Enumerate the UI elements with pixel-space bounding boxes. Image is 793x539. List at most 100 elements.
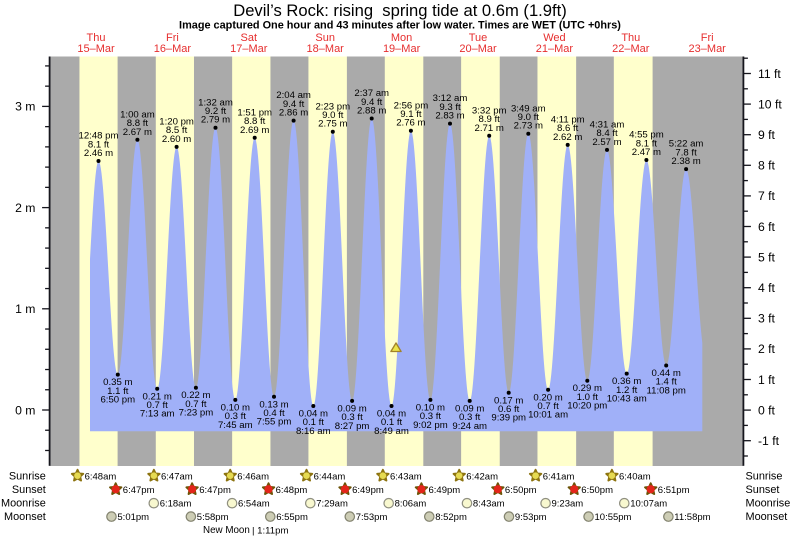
svg-text:Sunset: Sunset: [746, 484, 780, 496]
svg-text:19–Mar: 19–Mar: [383, 43, 421, 55]
svg-text:1.4 ft: 1.4 ft: [656, 377, 678, 388]
svg-text:2:23 pm: 2:23 pm: [315, 101, 350, 112]
svg-text:2 m: 2 m: [15, 201, 35, 215]
svg-text:0.4 ft: 0.4 ft: [263, 408, 285, 419]
svg-text:4:31 am: 4:31 am: [590, 120, 625, 131]
svg-text:9.0 ft: 9.0 ft: [322, 110, 344, 121]
svg-text:10:55pm: 10:55pm: [595, 512, 632, 523]
svg-text:2.76 m: 2.76 m: [396, 118, 425, 129]
svg-text:0.09 m: 0.09 m: [337, 403, 366, 414]
svg-text:6:44am: 6:44am: [314, 472, 346, 483]
svg-text:9:53pm: 9:53pm: [515, 512, 547, 523]
svg-text:6:46am: 6:46am: [237, 472, 269, 483]
svg-text:9:39 pm: 9:39 pm: [491, 413, 526, 424]
svg-text:Sunrise: Sunrise: [746, 471, 783, 483]
svg-text:6:40am: 6:40am: [619, 472, 651, 483]
svg-text:1.2 ft: 1.2 ft: [616, 385, 638, 396]
svg-text:2.71 m: 2.71 m: [475, 123, 504, 134]
svg-text:9:02 pm: 9:02 pm: [413, 420, 448, 431]
svg-text:2.69 m: 2.69 m: [240, 125, 269, 136]
svg-text:15–Mar: 15–Mar: [77, 43, 115, 55]
svg-text:6 ft: 6 ft: [758, 220, 776, 234]
svg-text:| 1:11pm: | 1:11pm: [252, 526, 288, 537]
svg-text:10:20 pm: 10:20 pm: [567, 401, 607, 412]
svg-text:5:22 am: 5:22 am: [669, 139, 704, 150]
svg-text:8:16 am: 8:16 am: [296, 426, 331, 437]
svg-text:Moonset: Moonset: [4, 511, 46, 523]
svg-text:2.86 m: 2.86 m: [279, 108, 308, 119]
svg-text:New Moon: New Moon: [203, 525, 250, 536]
svg-text:9.1 ft: 9.1 ft: [400, 109, 422, 120]
svg-text:7:29am: 7:29am: [316, 499, 348, 510]
svg-text:2:04 am: 2:04 am: [276, 90, 311, 101]
svg-text:0.09 m: 0.09 m: [455, 403, 484, 414]
svg-text:Sunrise: Sunrise: [9, 471, 46, 483]
svg-text:2.83 m: 2.83 m: [435, 111, 464, 122]
svg-text:9:24 am: 9:24 am: [452, 421, 487, 432]
svg-text:8:52pm: 8:52pm: [435, 512, 467, 523]
svg-text:8:06am: 8:06am: [395, 499, 427, 510]
svg-text:2.73 m: 2.73 m: [514, 121, 543, 132]
svg-text:3 ft: 3 ft: [758, 312, 776, 326]
svg-text:2.62 m: 2.62 m: [553, 132, 582, 143]
svg-text:0.1 ft: 0.1 ft: [303, 417, 325, 428]
svg-text:1:00 am: 1:00 am: [120, 109, 155, 120]
svg-text:5:01pm: 5:01pm: [117, 512, 149, 523]
svg-text:7:53pm: 7:53pm: [356, 512, 388, 523]
svg-text:0.3 ft: 0.3 ft: [341, 412, 363, 423]
svg-text:8:27 pm: 8:27 pm: [335, 421, 370, 432]
svg-text:6:49pm: 6:49pm: [352, 485, 384, 496]
svg-text:4:55 pm: 4:55 pm: [629, 130, 664, 141]
svg-text:0.20 m: 0.20 m: [533, 392, 562, 403]
svg-text:Sunset: Sunset: [12, 484, 46, 496]
svg-text:0.35 m: 0.35 m: [103, 377, 132, 388]
svg-text:6:47pm: 6:47pm: [199, 485, 231, 496]
svg-text:1 m: 1 m: [15, 302, 35, 316]
svg-text:Sat: Sat: [241, 32, 258, 44]
svg-text:Moonrise: Moonrise: [1, 498, 46, 510]
svg-text:1.1 ft: 1.1 ft: [107, 386, 129, 397]
svg-text:6:41am: 6:41am: [543, 472, 575, 483]
svg-text:22–Mar: 22–Mar: [612, 43, 650, 55]
svg-text:Sun: Sun: [315, 32, 335, 44]
svg-text:1:32 am: 1:32 am: [198, 97, 233, 108]
svg-text:0.3 ft: 0.3 ft: [420, 411, 442, 422]
svg-text:Fri: Fri: [166, 32, 179, 44]
svg-text:6:43am: 6:43am: [390, 472, 422, 483]
svg-text:8.1 ft: 8.1 ft: [88, 139, 110, 150]
svg-text:21–Mar: 21–Mar: [536, 43, 574, 55]
svg-text:0.7 ft: 0.7 ft: [537, 401, 559, 412]
svg-text:4 ft: 4 ft: [758, 281, 776, 295]
svg-text:Wed: Wed: [543, 32, 565, 44]
svg-text:Devil’s Rock: rising spring t: Devil’s Rock: rising spring tide at 0.6m…: [233, 1, 567, 20]
svg-text:9.4 ft: 9.4 ft: [361, 97, 383, 108]
svg-text:2:56 pm: 2:56 pm: [394, 100, 429, 111]
svg-text:11:08 pm: 11:08 pm: [647, 385, 686, 396]
svg-text:1.0 ft: 1.0 ft: [577, 392, 599, 403]
svg-text:10:07am: 10:07am: [630, 499, 667, 510]
svg-text:10:43 am: 10:43 am: [607, 393, 647, 404]
svg-text:8.8 ft: 8.8 ft: [244, 116, 266, 127]
svg-text:6:48am: 6:48am: [85, 472, 117, 483]
svg-text:Fri: Fri: [701, 32, 714, 44]
svg-text:3:32 pm: 3:32 pm: [472, 105, 507, 116]
svg-text:6:47am: 6:47am: [161, 472, 193, 483]
svg-text:7:55 pm: 7:55 pm: [257, 417, 292, 428]
svg-text:9.2 ft: 9.2 ft: [205, 106, 227, 117]
svg-text:11:58pm: 11:58pm: [674, 512, 710, 523]
svg-text:17–Mar: 17–Mar: [230, 43, 268, 55]
svg-text:3 m: 3 m: [15, 100, 35, 114]
svg-text:7.8 ft: 7.8 ft: [675, 147, 697, 158]
svg-text:2.75 m: 2.75 m: [318, 119, 347, 130]
svg-text:12:48 pm: 12:48 pm: [78, 131, 118, 142]
svg-text:5 ft: 5 ft: [758, 250, 776, 264]
svg-text:7:23 pm: 7:23 pm: [179, 408, 214, 419]
svg-text:0.22 m: 0.22 m: [181, 390, 210, 401]
svg-text:0.21 m: 0.21 m: [143, 391, 172, 402]
svg-text:11 ft: 11 ft: [758, 67, 781, 81]
svg-text:0.3 ft: 0.3 ft: [459, 412, 481, 423]
svg-text:6:55pm: 6:55pm: [276, 512, 308, 523]
svg-text:6:42am: 6:42am: [466, 472, 498, 483]
svg-text:2.88 m: 2.88 m: [357, 106, 386, 117]
svg-text:3:12 am: 3:12 am: [433, 93, 468, 104]
